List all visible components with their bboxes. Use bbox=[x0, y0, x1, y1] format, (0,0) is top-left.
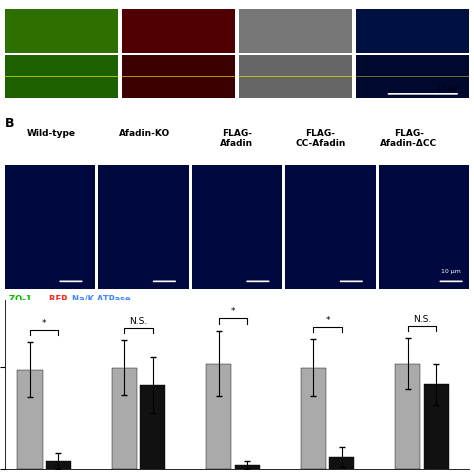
Bar bbox=[206, 364, 231, 469]
Text: FLAG-
CC-Afadin: FLAG- CC-Afadin bbox=[295, 129, 346, 148]
Text: 10 μm: 10 μm bbox=[441, 269, 461, 274]
Text: FLAG-
Afadin-ΔCC: FLAG- Afadin-ΔCC bbox=[380, 129, 438, 148]
Text: Na/K ATPase: Na/K ATPase bbox=[72, 295, 131, 304]
Text: N.S.: N.S. bbox=[129, 317, 148, 326]
Bar bbox=[301, 368, 326, 469]
Bar bbox=[235, 465, 260, 469]
Text: *: * bbox=[231, 308, 235, 317]
Text: B: B bbox=[5, 117, 14, 130]
Text: Afadin-KO: Afadin-KO bbox=[118, 129, 170, 138]
Text: Wild-type: Wild-type bbox=[27, 129, 76, 138]
Bar bbox=[112, 368, 137, 469]
Text: *: * bbox=[42, 319, 46, 328]
Bar bbox=[140, 385, 165, 469]
Text: N.S.: N.S. bbox=[413, 315, 431, 324]
Text: *: * bbox=[325, 316, 330, 325]
Text: FLAG-
Afadin: FLAG- Afadin bbox=[220, 129, 254, 148]
Bar bbox=[424, 384, 449, 469]
Bar bbox=[395, 364, 420, 469]
Bar bbox=[46, 461, 71, 469]
Text: ZO-1,: ZO-1, bbox=[9, 295, 38, 304]
Text: RFP,: RFP, bbox=[49, 295, 72, 304]
Bar bbox=[18, 370, 43, 469]
Bar bbox=[329, 457, 354, 469]
Text: 10 μm: 10 μm bbox=[438, 85, 460, 91]
